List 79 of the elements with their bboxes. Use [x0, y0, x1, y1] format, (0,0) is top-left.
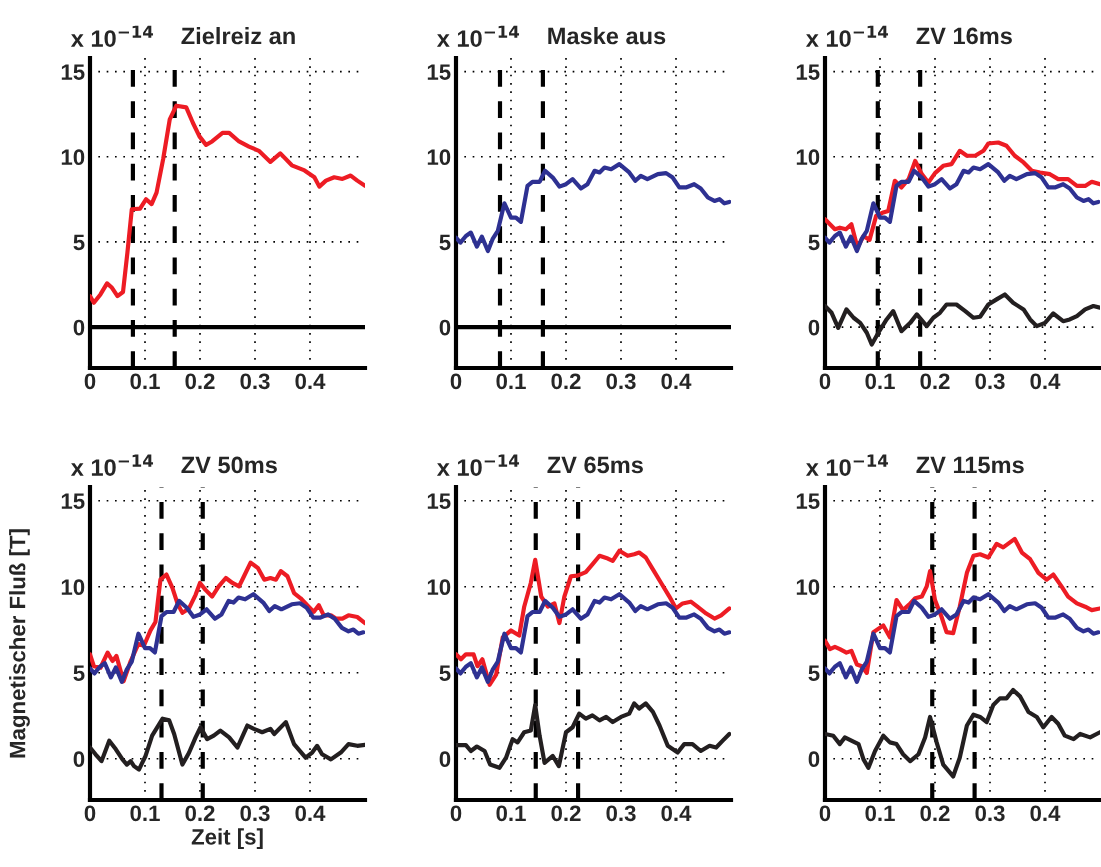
x-tick-label: 0.2	[185, 373, 215, 390]
text: x 10$^{−14}$	[805, 454, 889, 476]
x-tick-label: 0.2	[551, 805, 581, 822]
line-series	[825, 162, 1100, 254]
y-tick-label: 15	[427, 493, 451, 510]
y-tick-label: 5	[439, 234, 451, 251]
x-tick-label: 0.2	[920, 805, 950, 822]
y-tick-label: 15	[796, 64, 820, 80]
y-tick-label: 10	[61, 149, 85, 166]
x-tick-label: 0.4	[295, 373, 326, 390]
line-series	[90, 716, 365, 772]
x-tick-label: 0.1	[130, 373, 160, 390]
y-tick-label: 15	[427, 64, 451, 80]
x-tick-label: 0.2	[920, 373, 950, 390]
x-tick-label: 0.4	[661, 373, 692, 390]
x-tick-label: 0.2	[551, 373, 581, 390]
chart-title: ZV 115ms	[916, 456, 1024, 474]
x-tick-label: 0	[84, 805, 96, 822]
x-tick-label: 0.4	[1030, 373, 1061, 390]
x-tick-label: 0.1	[496, 373, 526, 390]
line-series	[825, 536, 1100, 675]
text: x 10$^{−14}$	[70, 454, 154, 476]
text: x 10$^{−14}$	[805, 25, 889, 47]
line-series	[456, 162, 731, 254]
text: x 10$^{−14}$	[436, 25, 520, 47]
x-tick-label: 0	[450, 805, 462, 822]
line-series	[90, 592, 365, 684]
x-tick-label: 0.3	[975, 373, 1005, 390]
x-tick-label: 0.2	[185, 805, 215, 822]
x-tick-label: 0.1	[865, 805, 895, 822]
line-series	[90, 103, 365, 305]
x-tick-label: 0.3	[606, 373, 636, 390]
y-tick-label: 0	[439, 751, 451, 767]
y-tick-label: 15	[61, 493, 85, 510]
y-tick-label: 0	[73, 751, 85, 767]
y-tick-label: 0	[73, 319, 85, 336]
y-tick-label: 0	[808, 319, 820, 336]
x-tick-label: 0.3	[240, 805, 270, 822]
y-axis-title: Magnetischer Fluß [T]	[9, 529, 30, 758]
x-tick-label: 0.3	[975, 805, 1005, 822]
y-tick-label: 5	[73, 234, 85, 251]
line-series	[825, 687, 1100, 779]
x-tick-label: 0.3	[606, 805, 636, 822]
y-tick-label: 5	[439, 665, 451, 682]
line-series	[825, 292, 1100, 347]
y-tick-label: 15	[61, 64, 85, 80]
y-tick-label: 5	[73, 665, 85, 682]
chart-title: ZV 65ms	[547, 456, 643, 474]
chart-title: Maske aus	[548, 27, 666, 45]
chart-title: ZV 16ms	[916, 27, 1012, 45]
x-tick-label: 0	[450, 373, 462, 390]
x-tick-label: 0.3	[240, 373, 270, 390]
y-tick-label: 5	[808, 665, 820, 682]
x-tick-label: 0.1	[865, 373, 895, 390]
y-tick-label: 10	[61, 579, 85, 596]
line-series	[456, 701, 731, 770]
chart-title: ZV 50ms	[181, 456, 277, 474]
x-tick-label: 0	[819, 805, 831, 822]
y-tick-label: 10	[427, 149, 451, 166]
y-tick-label: 0	[439, 319, 451, 336]
x-tick-label: 0.4	[661, 805, 692, 822]
x-axis-title: Zeit [s]	[191, 828, 263, 850]
y-tick-label: 10	[796, 579, 820, 596]
x-tick-label: 0.1	[130, 805, 160, 822]
y-tick-label: 5	[808, 234, 820, 251]
y-tick-label: 10	[427, 579, 451, 596]
x-tick-label: 0.4	[1030, 805, 1061, 822]
text: x 10$^{−14}$	[70, 25, 154, 47]
x-tick-label: 0	[84, 373, 96, 390]
text: x 10$^{−14}$	[436, 454, 520, 476]
line-series	[825, 592, 1100, 684]
y-tick-label: 10	[796, 149, 820, 166]
x-tick-label: 0.4	[295, 805, 326, 822]
x-tick-label: 0	[819, 373, 831, 390]
x-tick-label: 0.1	[496, 805, 526, 822]
y-tick-label: 15	[796, 493, 820, 510]
y-tick-label: 0	[808, 751, 820, 767]
line-series	[456, 592, 731, 684]
chart-title: Zielreiz an	[181, 27, 295, 45]
